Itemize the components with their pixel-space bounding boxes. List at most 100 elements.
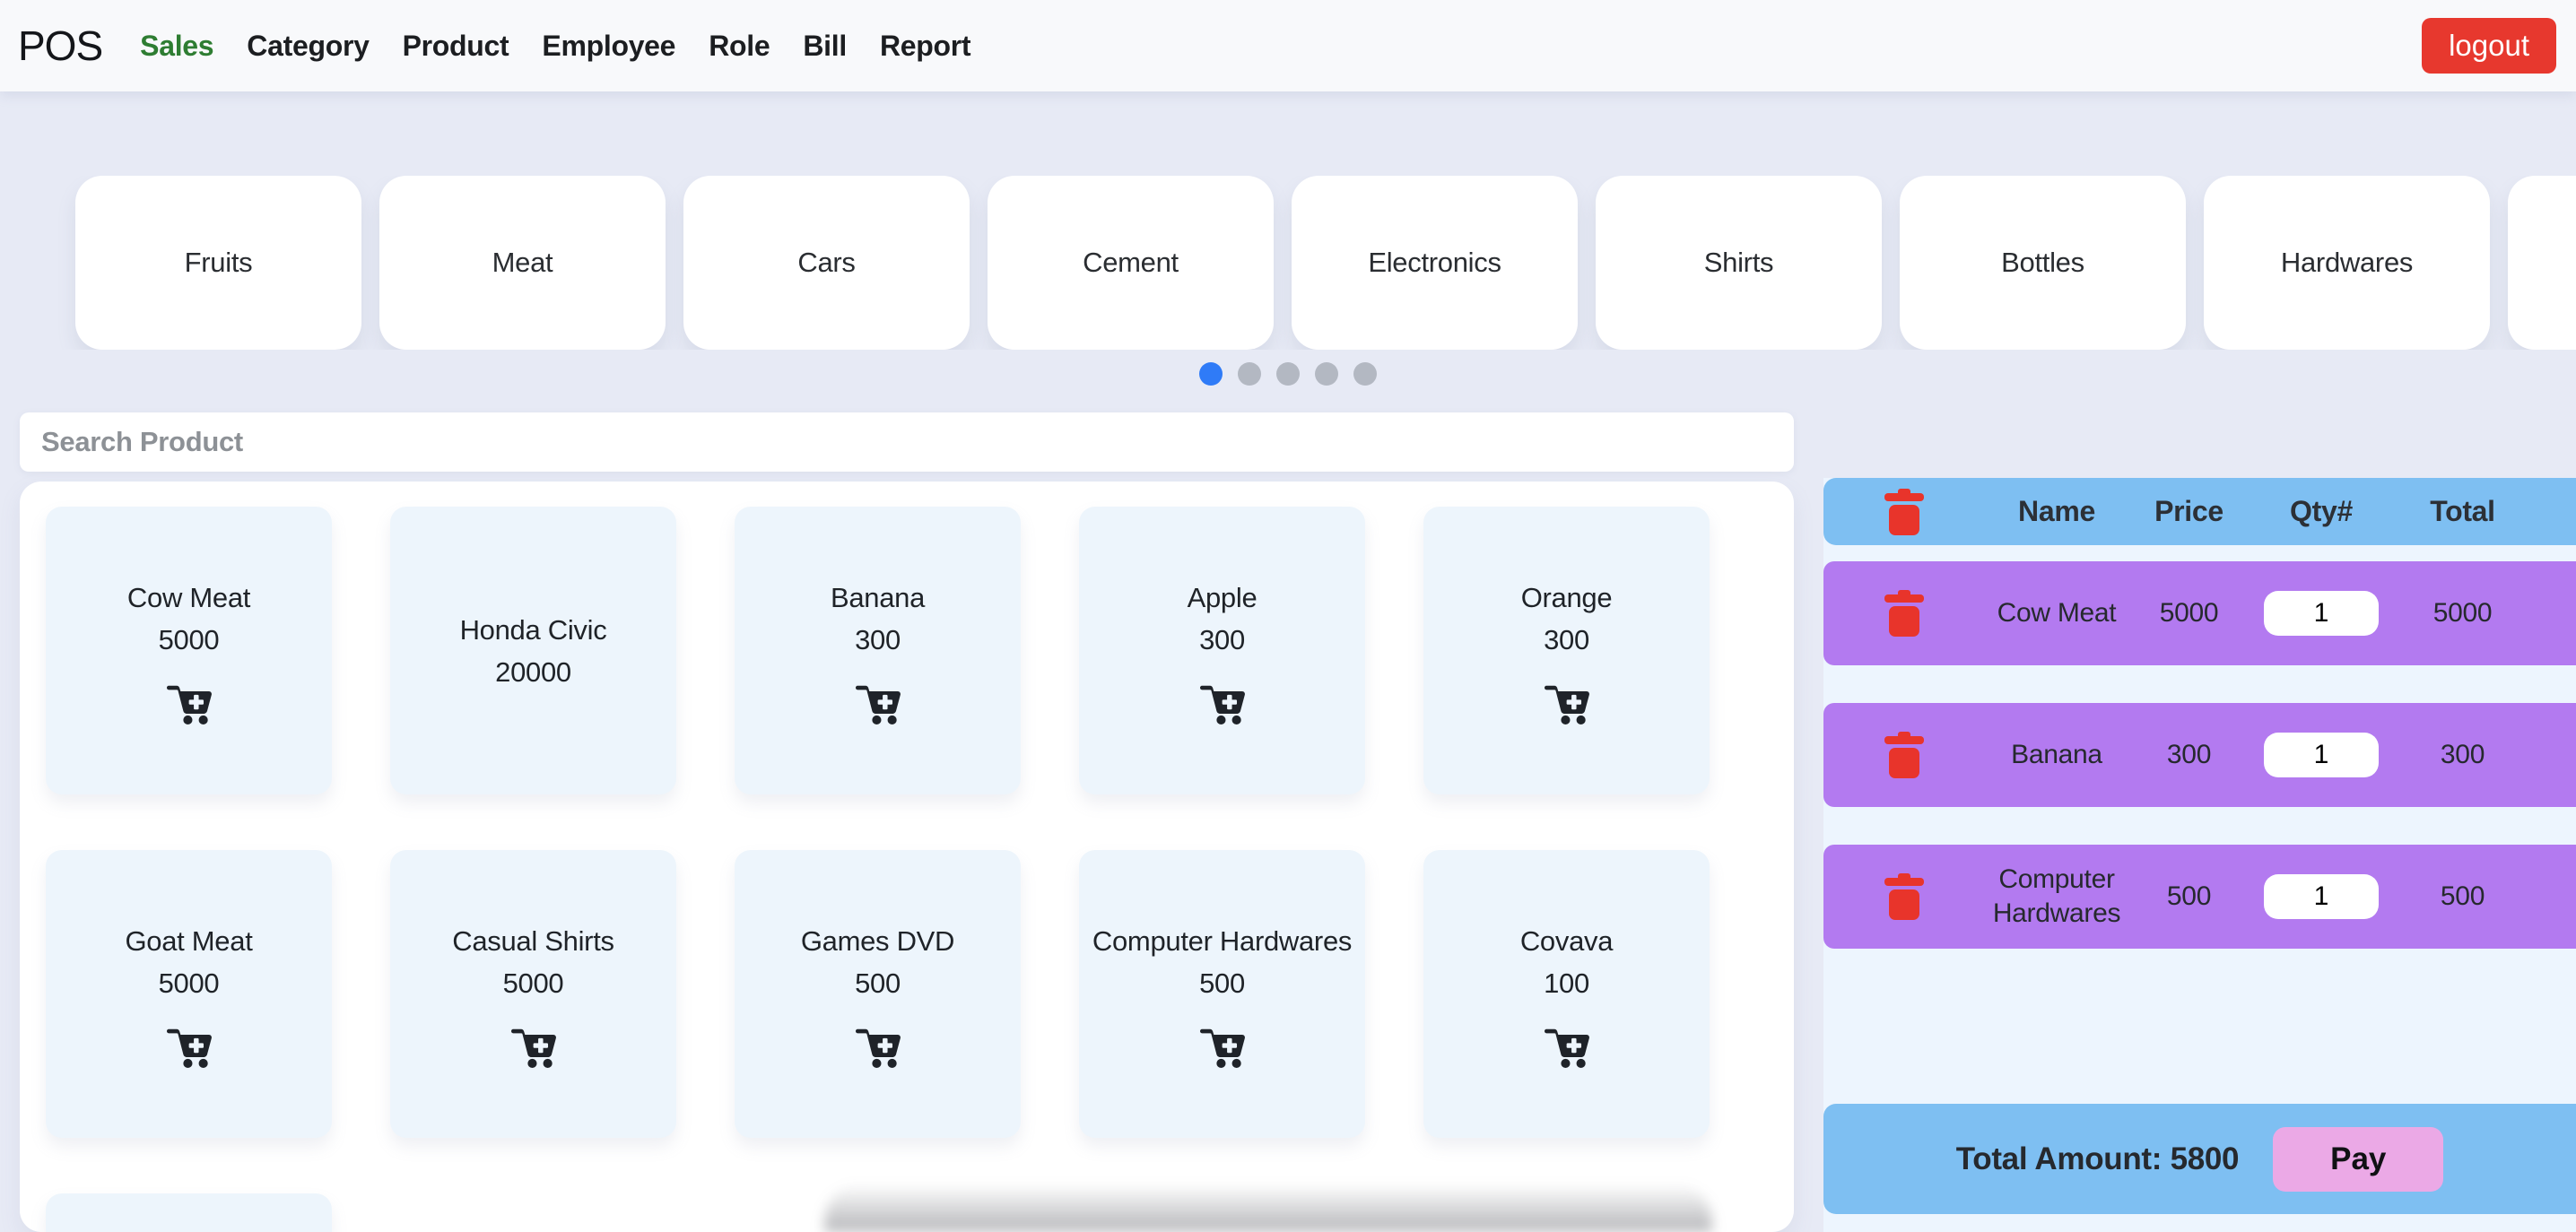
nav-item-sales[interactable]: Sales (140, 29, 214, 62)
product-card: Banana 300 (735, 507, 1021, 794)
cart-rows: Cow Meat 5000 5000 Banana 300 300 Computer H… (1823, 561, 2576, 949)
category-card-cars[interactable]: Cars (683, 176, 970, 350)
add-to-cart-icon[interactable] (855, 682, 901, 725)
nav-item-role[interactable]: Role (709, 29, 770, 62)
cart-item-total: 300 (2440, 740, 2485, 769)
remove-item-trash-icon[interactable] (1884, 872, 1924, 921)
cart-item-price: 300 (2166, 740, 2212, 769)
add-to-cart-icon[interactable] (1199, 682, 1245, 725)
search-bar (20, 412, 1794, 472)
product-name: Computer Hardwares (1092, 924, 1353, 957)
cart-row: Banana 300 300 (1823, 703, 2576, 807)
pay-button[interactable]: Pay (2273, 1126, 2444, 1192)
product-card: Covava 100 (1423, 850, 1710, 1138)
nav-item-report[interactable]: Report (879, 29, 971, 62)
cart-header-qty: Qty# (2290, 495, 2353, 527)
category-card-bottles[interactable]: Bottles (1900, 176, 2186, 350)
cart-item-name: Computer Hardwares (1992, 864, 2121, 928)
category-card-hardwares[interactable]: Hardwares (2204, 176, 2490, 350)
quantity-input[interactable] (2264, 874, 2379, 919)
add-to-cart-icon[interactable] (166, 682, 212, 725)
cart-header-price: Price (2154, 495, 2224, 527)
remove-item-trash-icon[interactable] (1884, 589, 1924, 638)
cart-header-row: Name Price Qty# Total (1823, 478, 2576, 545)
add-to-cart-icon[interactable] (1544, 1026, 1589, 1069)
product-card: Games DVD 500 (735, 850, 1021, 1138)
product-card: Honda Civic 20000 (390, 507, 676, 794)
product-name: Games DVD (800, 924, 955, 957)
category-card-fruits[interactable]: Fruits (75, 176, 361, 350)
bottom-shadow (824, 1184, 1712, 1232)
product-price: 5000 (158, 623, 220, 655)
cart-item-price: 500 (2166, 881, 2212, 911)
product-price: 100 (1544, 967, 1589, 999)
product-card: Apple 300 (1079, 507, 1365, 794)
quantity-input[interactable] (2264, 733, 2379, 777)
product-price: 300 (855, 623, 901, 655)
product-card: Casual Shirts 5000 (390, 850, 676, 1138)
carousel-dot-1[interactable] (1199, 362, 1223, 386)
add-to-cart-icon[interactable] (1544, 682, 1589, 725)
product-card: Orange 300 (1423, 507, 1710, 794)
category-carousel: Fruits Meat Cars Cement Electronics Shirts Bot… (0, 176, 2576, 350)
carousel-pagination-dots (0, 362, 2576, 386)
carousel-dot-4[interactable] (1315, 362, 1338, 386)
add-to-cart-icon[interactable] (1199, 1026, 1245, 1069)
category-card-cement[interactable]: Cement (988, 176, 1274, 350)
nav-menu: Sales Category Product Employee Role Bill Repo… (140, 30, 970, 63)
total-amount-label: Total Amount: 5800 (1955, 1141, 2240, 1176)
product-name: Apple (1187, 581, 1258, 613)
product-price: 300 (1199, 623, 1245, 655)
cart-panel: Name Price Qty# Total Cow Meat 5000 5000 B… (1823, 478, 2576, 1232)
product-name: Banana (830, 581, 926, 613)
product-panel: Cow Meat 5000 Honda Civic 20000 Banana 300 A… (20, 482, 1794, 1232)
remove-item-trash-icon[interactable] (1884, 731, 1924, 779)
category-card-partial[interactable] (2508, 176, 2576, 350)
product-name: Cow Meat (126, 581, 251, 613)
product-card: Computer Hardwares 500 (1079, 850, 1365, 1138)
product-card: Cow Meat 5000 (46, 507, 332, 794)
product-price: 5000 (158, 967, 220, 999)
product-price: 300 (1544, 623, 1589, 655)
app-logo: POS (18, 22, 103, 69)
category-card-meat[interactable]: Meat (379, 176, 666, 350)
product-name: Orange (1520, 581, 1613, 613)
product-grid: Cow Meat 5000 Honda Civic 20000 Banana 300 A… (46, 507, 1794, 1232)
nav-item-product[interactable]: Product (402, 29, 509, 62)
add-to-cart-icon[interactable] (510, 1026, 556, 1069)
cart-header-total: Total (2430, 495, 2495, 527)
quantity-input[interactable] (2264, 591, 2379, 636)
product-card: Goat Meat 5000 (46, 850, 332, 1138)
carousel-dot-3[interactable] (1276, 362, 1300, 386)
product-price: 5000 (502, 967, 564, 999)
add-to-cart-icon[interactable] (855, 1026, 901, 1069)
carousel-dot-2[interactable] (1238, 362, 1261, 386)
logout-button[interactable]: logout (2422, 18, 2556, 74)
cart-row: Computer Hardwares 500 500 (1823, 845, 2576, 949)
cart-item-total: 5000 (2432, 598, 2493, 628)
category-card-electronics[interactable]: Electronics (1292, 176, 1578, 350)
cart-item-name: Banana (2011, 740, 2102, 769)
product-price: 500 (1199, 967, 1245, 999)
product-name: Covava (1519, 924, 1614, 957)
add-to-cart-icon[interactable] (166, 1026, 212, 1069)
cart-item-price: 5000 (2159, 598, 2219, 628)
cart-item-total: 500 (2440, 881, 2485, 911)
product-name: Goat Meat (125, 924, 253, 957)
product-card-partial (46, 1193, 332, 1232)
cart-footer: Total Amount: 5800 Pay (1823, 1104, 2576, 1214)
product-price: 20000 (495, 655, 571, 688)
carousel-dot-5[interactable] (1353, 362, 1377, 386)
nav-item-employee[interactable]: Employee (542, 29, 676, 62)
product-name: Casual Shirts (452, 924, 614, 957)
product-price: 500 (855, 967, 901, 999)
search-input[interactable] (20, 412, 1794, 472)
nav-item-category[interactable]: Category (247, 29, 370, 62)
navbar: POS Sales Category Product Employee Role Bill… (0, 0, 2576, 91)
clear-cart-trash-icon[interactable] (1884, 488, 1924, 536)
cart-header-name: Name (2018, 495, 2095, 527)
category-card-shirts[interactable]: Shirts (1596, 176, 1882, 350)
nav-item-bill[interactable]: Bill (803, 29, 847, 62)
product-name: Honda Civic (459, 613, 607, 646)
cart-row: Cow Meat 5000 5000 (1823, 561, 2576, 665)
